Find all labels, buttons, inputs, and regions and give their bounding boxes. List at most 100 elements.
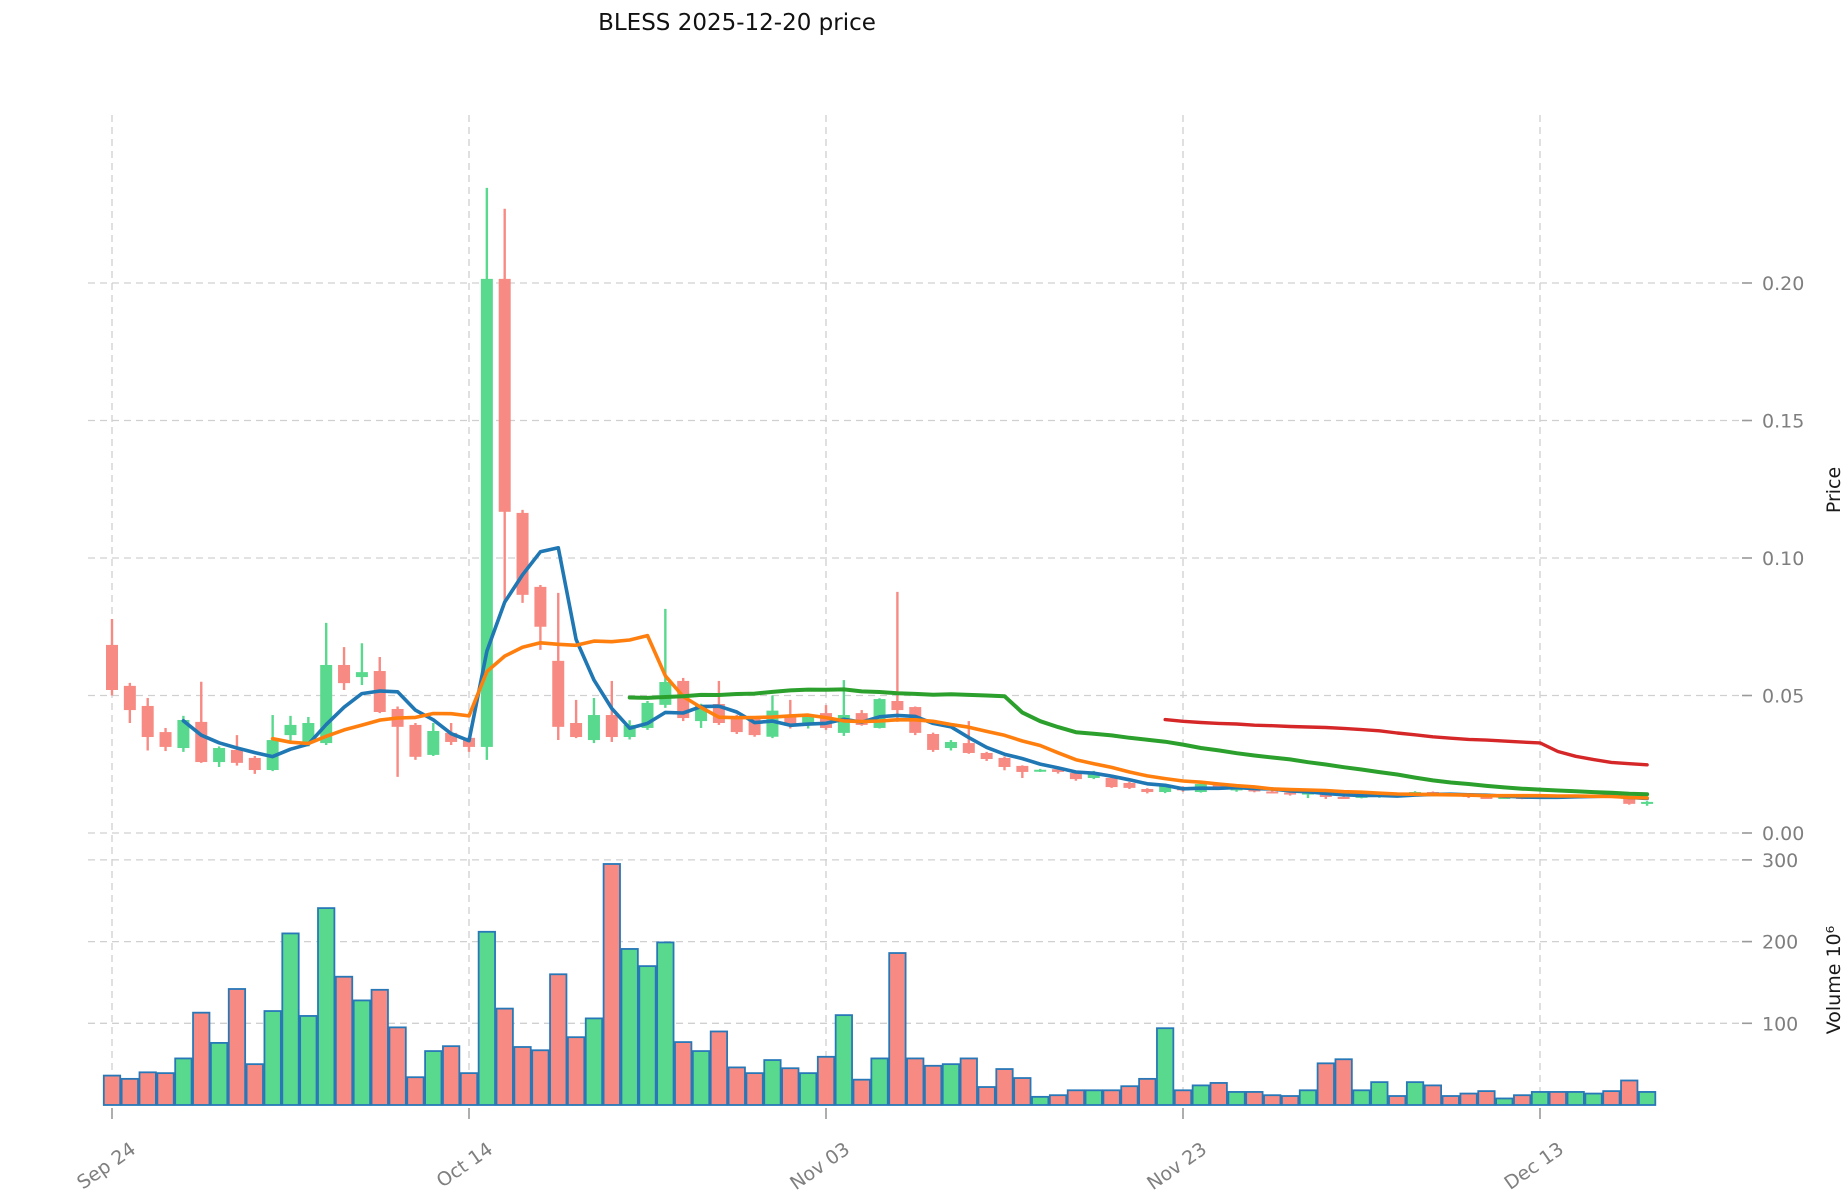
candle-body: [1337, 796, 1350, 799]
candle: [480, 187, 493, 760]
volume-bar: [388, 1026, 407, 1106]
volume-bars: [102, 863, 1657, 1106]
candle: [409, 723, 422, 760]
candle-body: [355, 672, 368, 678]
volume-bar: [352, 999, 372, 1106]
volume-bar: [1334, 1058, 1353, 1106]
volume-bar: [1584, 1092, 1603, 1106]
candle-body: [1069, 773, 1082, 780]
candle-body: [1034, 769, 1047, 772]
volume-bar: [513, 1046, 532, 1106]
candle-body: [998, 757, 1011, 767]
volume-bar: [209, 1042, 229, 1106]
volume-bar: [924, 1064, 943, 1106]
volume-bar: [620, 948, 639, 1106]
price-axis-label: Price: [1823, 467, 1845, 513]
volume-bar: [1048, 1094, 1068, 1106]
candle-body: [1480, 796, 1493, 799]
volume-bar: [567, 1036, 586, 1106]
volume-bar: [1548, 1091, 1567, 1106]
candle: [516, 509, 529, 603]
volume-bar: [227, 988, 247, 1106]
volume-bar: [549, 973, 568, 1106]
volume-bar: [334, 975, 354, 1106]
chart-title: BLESS 2025-12-20 price: [598, 10, 876, 36]
candle: [266, 715, 279, 772]
volume-bar: [1245, 1091, 1264, 1106]
volume-bar: [906, 1057, 925, 1106]
candle: [944, 740, 957, 751]
volume-bar: [816, 1055, 836, 1106]
candle-body: [338, 664, 351, 684]
volume-bar: [1156, 1027, 1175, 1106]
candle: [605, 680, 618, 742]
volume-bar: [477, 930, 496, 1106]
candle: [873, 698, 886, 729]
gridlines: [88, 115, 1748, 1105]
candle: [1141, 788, 1154, 794]
candle: [534, 584, 547, 650]
volume-bar: [691, 1050, 711, 1106]
volume-bar: [745, 1072, 764, 1106]
date-tick-label: Dec 13: [1500, 1138, 1567, 1194]
volume-bar: [120, 1077, 139, 1106]
candle-body: [141, 705, 154, 738]
date-tick-label: Oct 14: [433, 1138, 497, 1192]
volume-bar: [1281, 1095, 1300, 1106]
volume-tick-label: 100: [1762, 1013, 1798, 1035]
candle-body: [1105, 778, 1118, 788]
candle-body: [516, 512, 529, 595]
volume-bar: [1227, 1091, 1246, 1106]
candle: [373, 657, 386, 714]
volume-bar: [156, 1072, 175, 1106]
candle-body: [927, 734, 940, 750]
volume-bar: [1495, 1097, 1514, 1106]
date-tick-label: Nov 03: [786, 1138, 854, 1195]
volume-bar: [995, 1068, 1014, 1106]
candle-body: [1230, 788, 1243, 791]
candle: [338, 647, 351, 690]
volume-bar: [674, 1041, 693, 1106]
candle-body: [123, 685, 136, 711]
candle-body: [891, 701, 904, 711]
volume-tick-label: 200: [1762, 932, 1798, 954]
candle: [427, 723, 440, 756]
volume-bar: [1423, 1084, 1442, 1106]
candle-body: [659, 682, 672, 705]
candle-body: [1623, 796, 1636, 804]
volume-bar: [1405, 1081, 1425, 1106]
volume-bar: [424, 1050, 443, 1106]
volume-bar: [1459, 1092, 1478, 1106]
volume-bar: [406, 1076, 425, 1106]
candle-body: [445, 732, 458, 742]
candle: [1266, 790, 1279, 794]
candle-body: [177, 719, 190, 749]
volume-bar: [1370, 1081, 1389, 1106]
volume-bar: [959, 1057, 978, 1106]
price-tick-label: 0.20: [1762, 273, 1804, 295]
ma-line-sma-10: [270, 633, 1649, 800]
candlesticks: [106, 187, 1654, 806]
date-tick-label: Sep 24: [73, 1138, 140, 1194]
volume-bar: [370, 988, 389, 1106]
volume-bar: [245, 1063, 264, 1106]
candle: [141, 697, 154, 751]
volume-bar: [1102, 1089, 1121, 1106]
volume-bar: [602, 863, 621, 1106]
candle-body: [213, 748, 226, 763]
volume-bar: [763, 1059, 782, 1106]
volume-bar: [977, 1086, 996, 1106]
candle: [1123, 781, 1136, 789]
volume-bar: [281, 932, 300, 1106]
candle-body: [106, 644, 118, 690]
candle-body: [1087, 773, 1100, 778]
volume-tick-label: 300: [1762, 850, 1798, 872]
volume-bar: [531, 1049, 550, 1106]
volume-bar: [941, 1063, 961, 1106]
volume-bar: [852, 1078, 871, 1106]
candle-body: [534, 586, 547, 627]
candle: [1641, 801, 1654, 806]
volume-bar: [638, 965, 657, 1106]
volume-bar: [1031, 1095, 1050, 1106]
